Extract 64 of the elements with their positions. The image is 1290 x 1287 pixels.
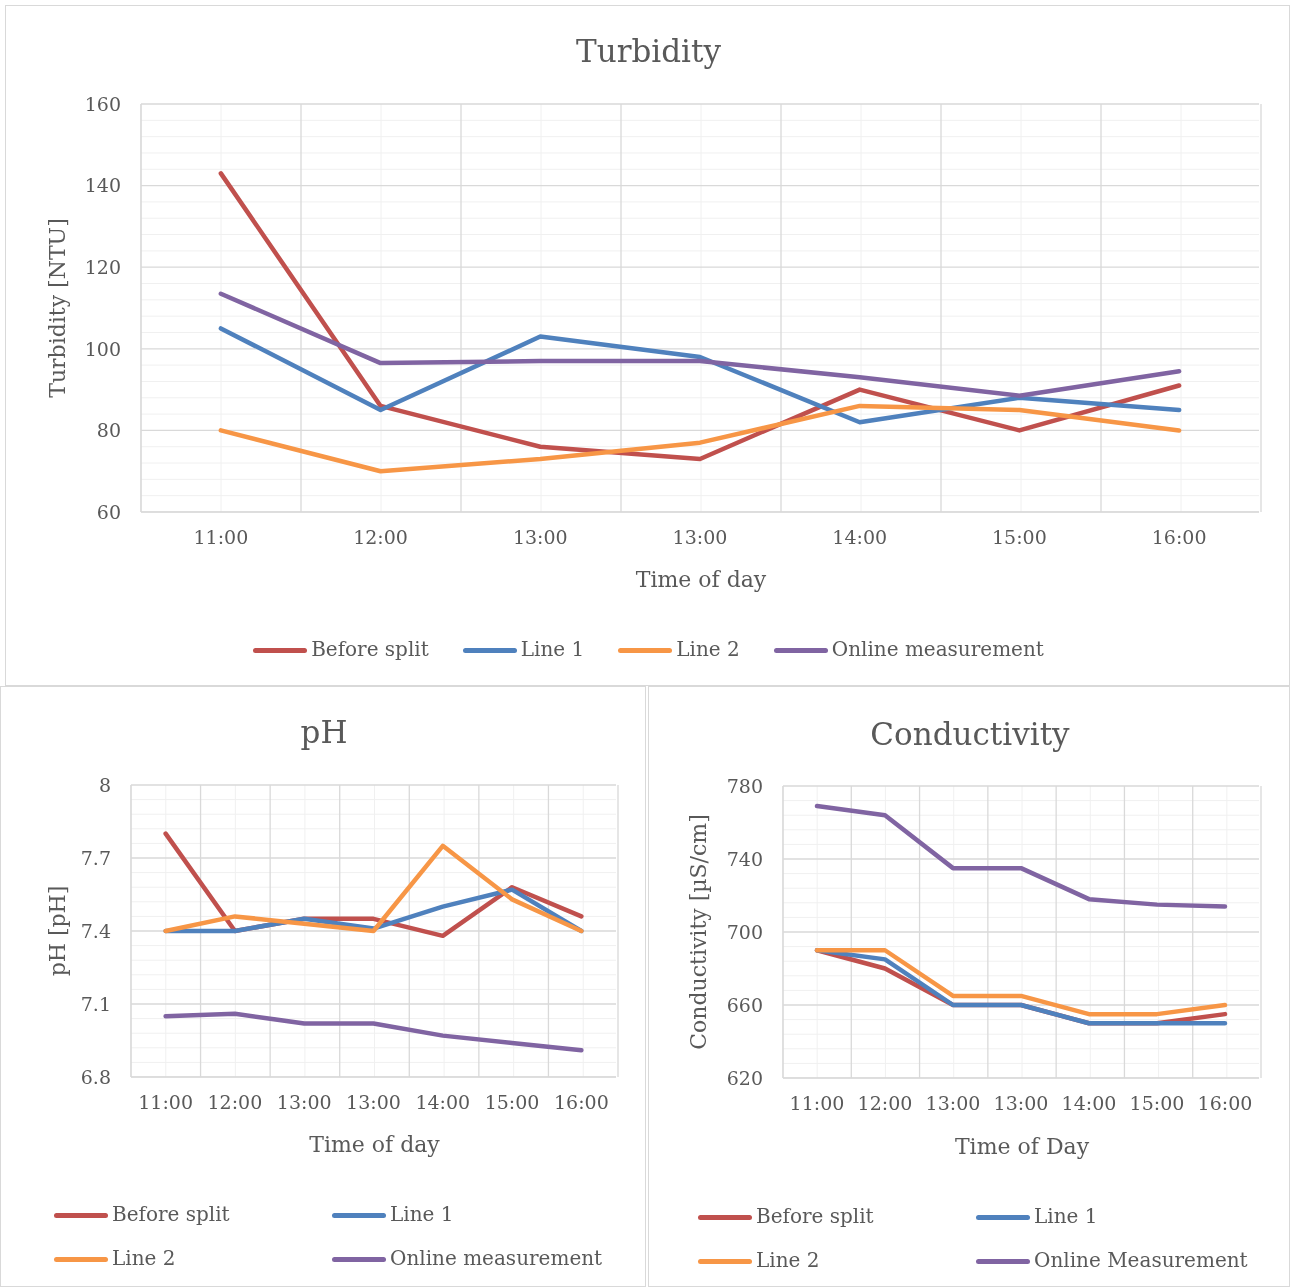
y-axis-title: Turbidity [NTU] xyxy=(44,218,71,398)
x-tick-label: 14:00 xyxy=(832,526,888,549)
y-tick-label: 700 xyxy=(726,920,763,943)
legend-label: Line 2 xyxy=(675,636,740,662)
legend-label: Line 2 xyxy=(111,1245,176,1271)
x-tick-label: 12:00 xyxy=(207,1091,263,1114)
x-tick-label: 11:00 xyxy=(789,1092,845,1115)
y-tick-label: 160 xyxy=(84,92,121,115)
x-tick-label: 11:00 xyxy=(193,526,249,549)
legend-label: Line 1 xyxy=(389,1201,454,1227)
y-tick-label: 660 xyxy=(726,993,763,1016)
y-tick-label: 6.8 xyxy=(80,1065,111,1088)
x-tick-label: 13:00 xyxy=(993,1092,1049,1115)
x-tick-label: 12:00 xyxy=(857,1092,913,1115)
x-tick-label: 16:00 xyxy=(553,1091,609,1114)
x-axis-title: Time of day xyxy=(309,1131,440,1159)
y-tick-label: 100 xyxy=(84,337,121,360)
legend-label: Online measurement xyxy=(389,1245,603,1271)
line-series xyxy=(218,291,1182,398)
y-axis-title: Conductivity [µS/cm] xyxy=(685,814,712,1050)
y-tick-label: 7.7 xyxy=(80,846,111,869)
x-tick-label: 13:00 xyxy=(672,526,728,549)
chart-title: Conductivity xyxy=(869,715,1071,753)
x-tick-label: 16:00 xyxy=(1197,1092,1253,1115)
y-tick-label: 80 xyxy=(96,419,121,442)
legend-label: Before split xyxy=(755,1203,874,1229)
x-tick-label: 15:00 xyxy=(1129,1092,1185,1115)
line-series xyxy=(218,403,1182,474)
line-series xyxy=(814,803,1228,909)
x-tick-label: 11:00 xyxy=(138,1091,194,1114)
x-tick-label: 13:00 xyxy=(346,1091,401,1114)
x-tick-label: 14:00 xyxy=(415,1091,471,1114)
y-tick-label: 140 xyxy=(84,174,121,197)
y-axis-title: pH [pH] xyxy=(44,885,71,977)
x-tick-label: 13:00 xyxy=(512,526,568,549)
chart-title: Turbidity xyxy=(575,32,722,70)
legend-label: Line 2 xyxy=(755,1247,820,1273)
x-tick-label: 15:00 xyxy=(992,526,1047,549)
x-tick-label: 13:00 xyxy=(925,1092,981,1115)
legend-label: Line 1 xyxy=(1033,1203,1098,1229)
x-tick-label: 14:00 xyxy=(1061,1092,1117,1115)
y-tick-label: 780 xyxy=(726,774,763,797)
legend-label: Before split xyxy=(310,636,429,662)
x-axis-title: Time of day xyxy=(635,566,767,594)
chart-title: pH xyxy=(299,713,349,751)
line-series xyxy=(163,843,584,934)
y-tick-label: 7.4 xyxy=(80,919,111,942)
line-series xyxy=(163,1011,584,1053)
legend-label: Online Measurement xyxy=(1033,1247,1248,1273)
x-tick-label: 13:00 xyxy=(276,1091,332,1114)
x-tick-label: 12:00 xyxy=(353,526,408,549)
legend-label: Line 1 xyxy=(519,636,585,662)
legend-label: Online measurement xyxy=(830,636,1044,662)
x-tick-label: 15:00 xyxy=(484,1091,540,1114)
line-series xyxy=(218,326,1182,425)
y-tick-label: 7.1 xyxy=(80,992,111,1015)
y-tick-label: 620 xyxy=(726,1066,763,1089)
legend-label: Before split xyxy=(111,1201,230,1227)
y-tick-label: 8 xyxy=(98,773,111,796)
y-tick-label: 120 xyxy=(84,255,121,278)
y-tick-label: 740 xyxy=(726,847,763,870)
x-tick-label: 16:00 xyxy=(1151,526,1207,549)
x-axis-title: Time of Day xyxy=(954,1133,1090,1161)
y-tick-label: 60 xyxy=(96,500,121,523)
